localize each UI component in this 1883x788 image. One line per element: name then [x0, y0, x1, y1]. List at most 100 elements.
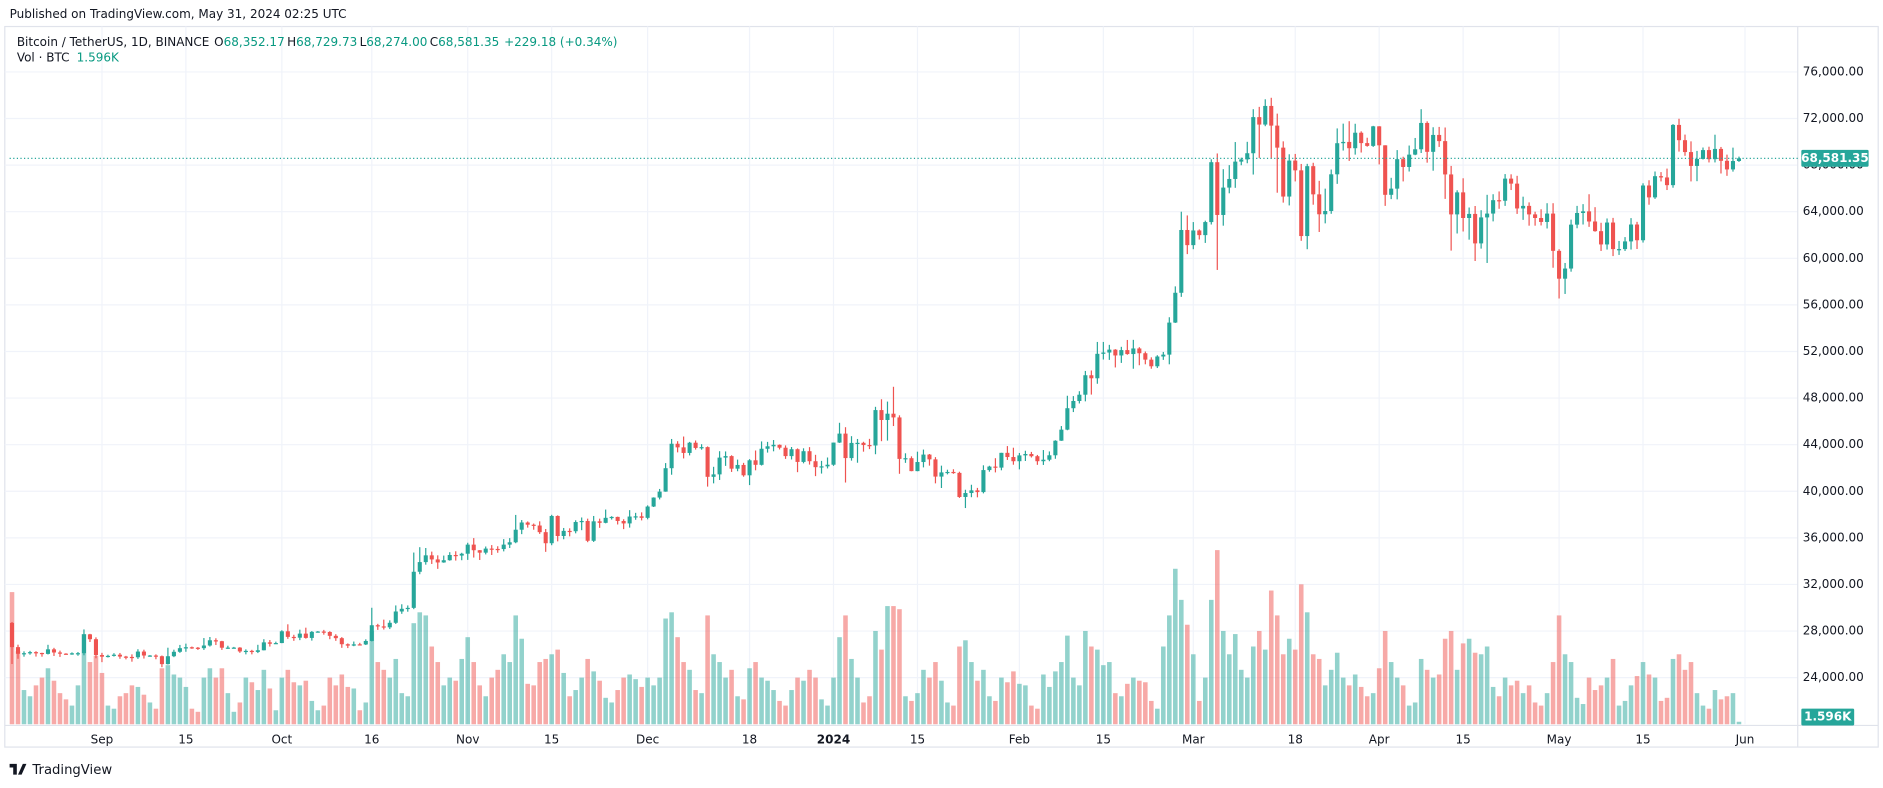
volume-bar	[429, 646, 435, 725]
volume-bar	[177, 677, 183, 725]
volume-bar	[807, 669, 812, 725]
volume-bar	[567, 696, 572, 725]
candle-body	[1161, 354, 1166, 357]
volume-last-label: 1.596K	[1804, 710, 1852, 724]
volume-bar	[1562, 654, 1568, 725]
legend-key: C	[430, 35, 438, 49]
x-tick-label: Dec	[636, 732, 659, 746]
candle-body	[891, 413, 896, 418]
candle-body	[627, 516, 632, 524]
volume-bar	[1029, 705, 1034, 725]
x-tick-label: May	[1547, 732, 1572, 746]
volume-bar	[555, 649, 560, 725]
candle-body	[1515, 183, 1520, 209]
volume-bar	[1131, 677, 1136, 725]
candle-body	[1712, 148, 1718, 160]
candle-body	[1425, 122, 1430, 152]
candle-body	[1359, 132, 1364, 144]
candle-body	[1467, 213, 1472, 218]
volume-bar	[153, 708, 159, 725]
candle-body	[129, 656, 134, 659]
candle-body	[1221, 187, 1226, 215]
volume-bar	[1574, 697, 1580, 725]
volume-bar	[183, 686, 189, 725]
volume-bar	[381, 669, 387, 725]
candle-body	[1527, 205, 1532, 215]
legend-volume: Vol · BTC 1.596K	[17, 50, 120, 64]
volume-bar	[897, 609, 902, 725]
candle-body	[1569, 224, 1574, 269]
candle-body	[1670, 124, 1676, 186]
candle-body	[783, 447, 788, 457]
volume-bar	[969, 662, 974, 725]
candle-body	[765, 446, 770, 449]
legend-key: H	[287, 35, 296, 49]
volume-bar	[837, 637, 842, 725]
candle-body	[537, 525, 542, 533]
candle-body	[1634, 224, 1640, 241]
volume-bar	[1167, 615, 1172, 725]
candle-body	[1137, 348, 1142, 354]
candle-body	[345, 644, 350, 646]
x-tick-label: 15	[910, 732, 925, 746]
volume-bar	[447, 677, 453, 725]
volume-bar	[1454, 669, 1460, 725]
volume-bar	[309, 700, 315, 725]
candle-body	[1539, 217, 1544, 222]
candle-body	[1575, 212, 1580, 225]
candle-body	[567, 530, 572, 533]
candle-body	[117, 654, 122, 657]
volume-bar	[1250, 646, 1256, 725]
candle-body	[1089, 375, 1094, 379]
volume-bar	[1352, 674, 1358, 725]
candle-body	[1125, 350, 1130, 355]
candle-body	[453, 554, 458, 557]
candle-body	[69, 653, 75, 655]
volume-bar	[1430, 677, 1436, 725]
candle-body	[159, 656, 164, 665]
published-header: Published on TradingView.com, May 31, 20…	[10, 7, 347, 21]
volume-bar	[1460, 643, 1466, 725]
volume-bar	[519, 638, 524, 725]
volume-bar	[1262, 649, 1268, 725]
volume-bar	[333, 685, 339, 725]
volume-bar	[1400, 685, 1406, 725]
volume-bar	[1544, 693, 1550, 725]
volume-bar	[213, 677, 219, 725]
volume-bar	[1280, 654, 1286, 725]
candle-body	[1239, 159, 1244, 162]
candle-body	[315, 631, 320, 633]
candle-body	[519, 522, 524, 530]
volume-bar	[873, 630, 878, 725]
candle-body	[915, 462, 920, 472]
candle-body	[1401, 159, 1406, 167]
volume-bar	[147, 702, 153, 725]
volume-bar	[813, 677, 818, 725]
volume-bar	[369, 630, 375, 725]
x-tick-label: 2024	[817, 732, 850, 746]
candle-body	[1131, 348, 1136, 355]
volume-bar	[981, 669, 986, 725]
volume-bar	[561, 672, 566, 725]
candle-body	[1419, 122, 1424, 150]
legend-value: 68,729.73	[296, 35, 357, 49]
candle-body	[399, 608, 404, 612]
volume-bar	[693, 690, 698, 725]
y-tick-label: 44,000.00	[1803, 437, 1864, 451]
volume-bar	[1604, 677, 1610, 725]
volume-bar	[1478, 654, 1484, 725]
volume-bar	[171, 674, 177, 725]
volume-bar	[375, 662, 381, 725]
volume-bar	[1652, 677, 1658, 725]
volume-bar	[1232, 634, 1238, 725]
volume-bar	[975, 680, 980, 725]
candle-body	[861, 442, 866, 446]
volume-bar	[1197, 700, 1202, 725]
volume-bar	[1442, 638, 1448, 725]
volume-bar	[1682, 669, 1688, 725]
candle-body	[405, 607, 410, 610]
candle-body	[693, 442, 698, 448]
volume-bar	[471, 662, 477, 725]
volume-bar	[843, 615, 848, 725]
